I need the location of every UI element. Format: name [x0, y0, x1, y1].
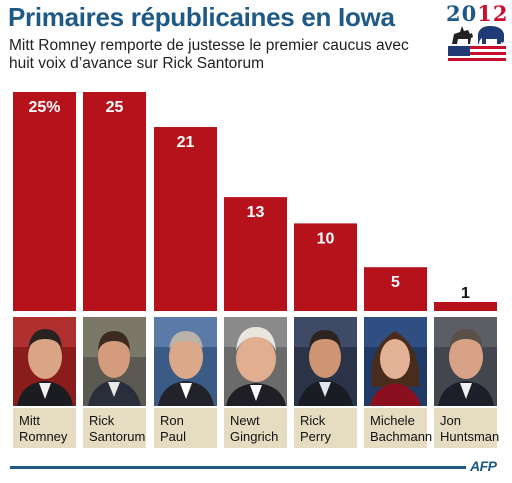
- first-name: Jon: [440, 413, 461, 428]
- candidate-name-perry: Rick Perry: [294, 408, 357, 448]
- bar-value-label: 5: [391, 274, 400, 291]
- first-name: Newt: [230, 413, 260, 428]
- last-name: Huntsman: [440, 429, 500, 444]
- election-logo: 2012: [446, 1, 509, 66]
- candidate-photo-huntsman: [434, 317, 497, 406]
- bar-value-label: 13: [247, 204, 265, 221]
- candidate-name-romney: Mitt Romney: [13, 408, 76, 448]
- person-photo-icon: [224, 317, 287, 406]
- bar-value-label: 21: [177, 134, 195, 151]
- candidate-name-bachmann: Michele Bachmann: [364, 408, 433, 448]
- candidate-photo-bachmann: [364, 317, 427, 406]
- afp-credit: AFP: [470, 458, 497, 474]
- donkey-elephant-flag-icon: [448, 26, 506, 64]
- bar-mitt-romney: [13, 92, 76, 311]
- candidate-photo-romney: [13, 317, 76, 406]
- person-photo-icon: [13, 317, 76, 406]
- first-name: Rick: [89, 413, 115, 428]
- bar-value-label: 10: [317, 230, 335, 247]
- bar-value-label: 25%: [28, 99, 60, 116]
- candidate-photo-gingrich: [224, 317, 287, 406]
- last-name: Bachmann: [370, 429, 433, 444]
- bar-michele-bachmann: [364, 267, 427, 311]
- candidate-photo-perry: [294, 317, 357, 406]
- person-photo-icon: [364, 317, 427, 406]
- person-photo-icon: [434, 317, 497, 406]
- first-name: Mitt: [19, 413, 40, 428]
- candidate-name-santorum: Rick Santorum: [83, 408, 146, 448]
- bar-rick-perry: [294, 223, 357, 311]
- candidate-name-gingrich: Newt Gingrich: [224, 408, 287, 448]
- last-name: Perry: [300, 429, 332, 444]
- first-name: Michele: [370, 413, 415, 428]
- candidate-photo-paul: [154, 317, 217, 406]
- bar-value-label: 1: [461, 285, 470, 302]
- candidate-name-paul: Ron Paul: [154, 408, 217, 448]
- bar-jon-huntsman: [434, 302, 497, 311]
- first-name: Ron: [160, 413, 184, 428]
- person-photo-icon: [294, 317, 357, 406]
- last-name: Gingrich: [230, 429, 279, 444]
- person-photo-icon: [83, 317, 146, 406]
- page-title: Primaires républicaines en Iowa: [8, 2, 395, 32]
- bar-value-label: 25: [106, 99, 124, 116]
- bar-ron-paul: [154, 127, 217, 311]
- last-name: Romney: [19, 429, 68, 444]
- candidate-name-huntsman: Jon Huntsman: [434, 408, 500, 448]
- person-photo-icon: [154, 317, 217, 406]
- page-subtitle: Mitt Romney remporte de justesse le prem…: [9, 37, 409, 72]
- candidate-photo-santorum: [83, 317, 146, 406]
- last-name: Paul: [160, 429, 187, 444]
- footer-rule: [10, 466, 466, 469]
- first-name: Rick: [300, 413, 326, 428]
- election-year: 2012: [446, 1, 509, 26]
- bar-newt-gingrich: [224, 197, 287, 311]
- last-name: Santorum: [89, 429, 146, 444]
- bar-rick-santorum: [83, 92, 146, 311]
